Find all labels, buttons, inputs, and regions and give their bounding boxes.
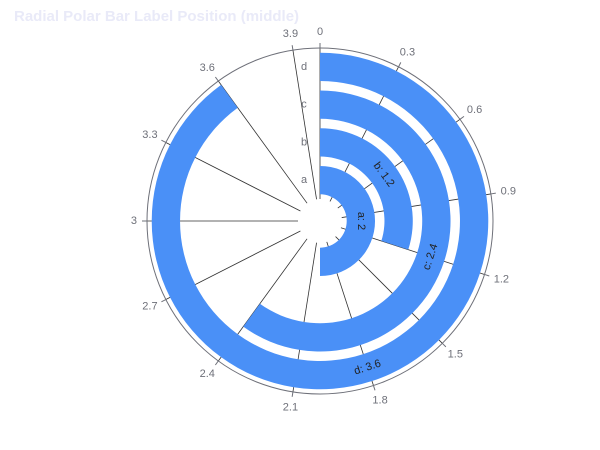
angle-tick-label-3: 0.9 (501, 185, 516, 197)
angle-tick-label-8: 2.4 (200, 368, 215, 380)
angle-tick-9 (161, 299, 167, 303)
angle-tick-label-10: 3 (131, 215, 137, 227)
angle-tick-label-7: 2.1 (283, 402, 298, 414)
angle-tick-5 (441, 342, 447, 348)
angle-tick-label-5: 1.5 (448, 349, 463, 361)
angle-tick-label-4: 1.2 (494, 273, 509, 285)
split-line-13 (292, 50, 317, 200)
bar-a (320, 165, 376, 277)
radius-axis-labels: a b c d (301, 61, 308, 186)
angle-tick-label-9: 2.7 (142, 301, 157, 313)
chart-title: Radial Polar Bar Label Position (middle) (14, 8, 300, 25)
angle-tick-11 (161, 139, 167, 143)
angle-tick-label-12: 3.6 (200, 62, 215, 74)
radius-label-c: c (301, 99, 307, 111)
angle-tick-label-6: 1.8 (372, 395, 387, 407)
radius-label-d: d (301, 61, 307, 73)
angle-tick-label-0: 0 (317, 26, 323, 38)
bar-series (151, 52, 489, 390)
angle-tick-7 (291, 391, 294, 397)
angle-tick-label-2: 0.6 (467, 104, 482, 116)
angle-tick-label-13: 3.9 (283, 28, 298, 40)
bar-label-a: a: 2 (355, 212, 367, 230)
radius-label-b: b (301, 136, 307, 148)
bar-b (320, 128, 413, 250)
split-line-12 (217, 80, 308, 204)
radius-label-a: a (301, 174, 308, 186)
angle-tick-4 (484, 273, 490, 277)
bar-c (243, 90, 451, 352)
angle-tick-8 (214, 360, 219, 366)
angle-tick-label-1: 0.3 (400, 47, 415, 59)
angle-tick-6 (372, 385, 376, 391)
angle-tick-3 (490, 192, 496, 195)
angle-axis: 0 0.3 0.6 0.9 1.2 1.5 1.8 2.1 2.4 2.7 3 3.3 3.6 3.9 (131, 26, 516, 414)
angle-tick-2 (459, 115, 465, 120)
angle-tick-label-11: 3.3 (142, 129, 157, 141)
angle-tick-13 (291, 45, 294, 51)
angle-tick-1 (398, 62, 402, 68)
angle-tick-12 (214, 76, 219, 82)
